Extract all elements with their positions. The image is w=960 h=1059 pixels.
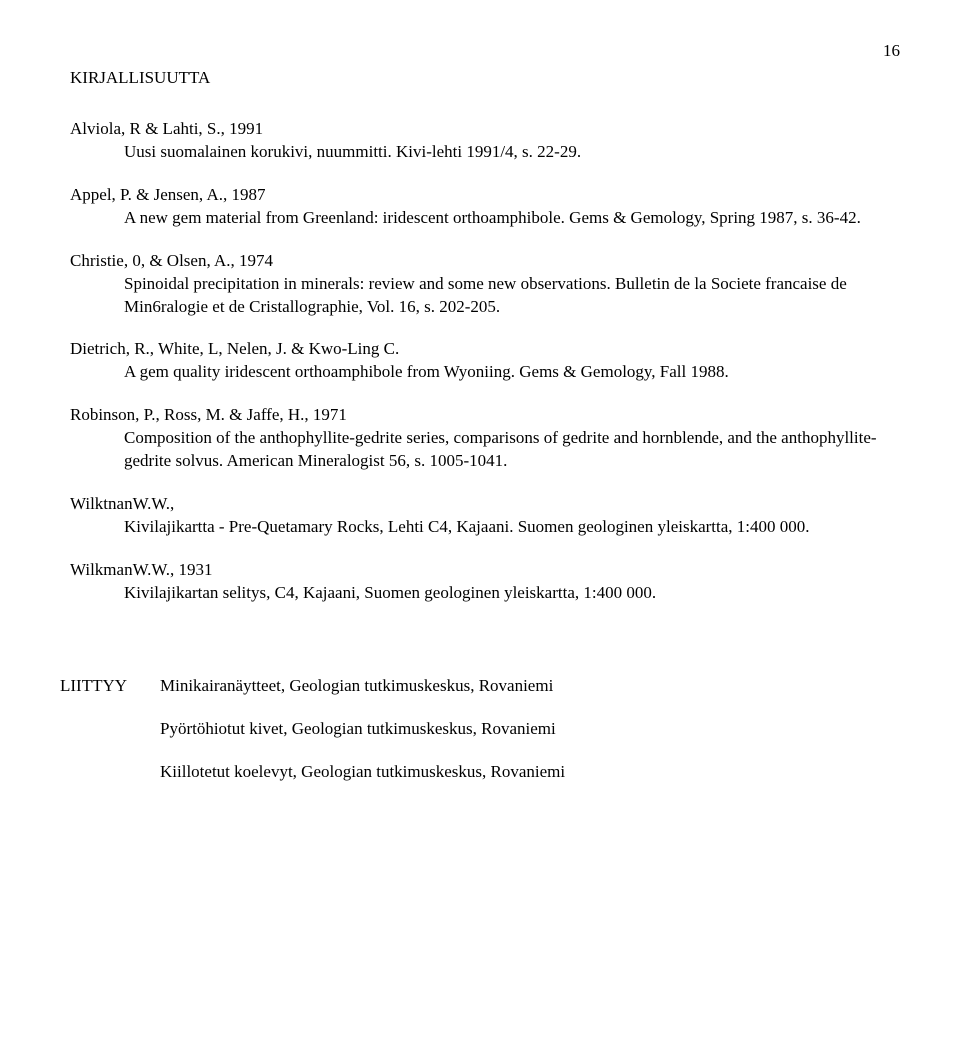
reference-author: Alviola, R & Lahti, S., 1991 — [70, 118, 900, 141]
reference-body: Composition of the anthophyllite-gedrite… — [70, 427, 900, 473]
page-number: 16 — [60, 40, 900, 63]
reference-body: Spinoidal precipitation in minerals: rev… — [70, 273, 900, 319]
reference-body: Kivilajikartta - Pre-Quetamary Rocks, Le… — [70, 516, 900, 539]
reference-item: WilkmanW.W., 1931 Kivilajikartan selitys… — [70, 559, 900, 605]
reference-author: Robinson, P., Ross, M. & Jaffe, H., 1971 — [70, 404, 900, 427]
reference-body: A gem quality iridescent orthoamphibole … — [70, 361, 900, 384]
reference-author: WilkmanW.W., 1931 — [70, 559, 900, 582]
attachment-item: Pyörtöhiotut kivet, Geologian tutkimuske… — [160, 718, 900, 741]
reference-item: Christie, 0, & Olsen, A., 1974 Spinoidal… — [70, 250, 900, 319]
reference-author: WilktnanW.W., — [70, 493, 900, 516]
reference-item: Robinson, P., Ross, M. & Jaffe, H., 1971… — [70, 404, 900, 473]
attachment-item: Minikairanäytteet, Geologian tutkimuskes… — [160, 675, 900, 698]
reference-body: A new gem material from Greenland: iride… — [70, 207, 900, 230]
attachments-label: LIITTYY — [60, 675, 160, 698]
reference-body: Kivilajikartan selitys, C4, Kajaani, Suo… — [70, 582, 900, 605]
reference-author: Christie, 0, & Olsen, A., 1974 — [70, 250, 900, 273]
attachments-block: LIITTYY Minikairanäytteet, Geologian tut… — [60, 675, 900, 804]
reference-author: Appel, P. & Jensen, A., 1987 — [70, 184, 900, 207]
attachments-items: Minikairanäytteet, Geologian tutkimuskes… — [160, 675, 900, 804]
attachment-item: Kiillotetut koelevyt, Geologian tutkimus… — [160, 761, 900, 784]
reference-item: Alviola, R & Lahti, S., 1991 Uusi suomal… — [70, 118, 900, 164]
reference-item: Appel, P. & Jensen, A., 1987 A new gem m… — [70, 184, 900, 230]
section-heading: KIRJALLISUUTTA — [70, 67, 900, 90]
reference-item: Dietrich, R., White, L, Nelen, J. & Kwo-… — [70, 338, 900, 384]
reference-body: Uusi suomalainen korukivi, nuummitti. Ki… — [70, 141, 900, 164]
reference-author: Dietrich, R., White, L, Nelen, J. & Kwo-… — [70, 338, 900, 361]
reference-item: WilktnanW.W., Kivilajikartta - Pre-Queta… — [70, 493, 900, 539]
